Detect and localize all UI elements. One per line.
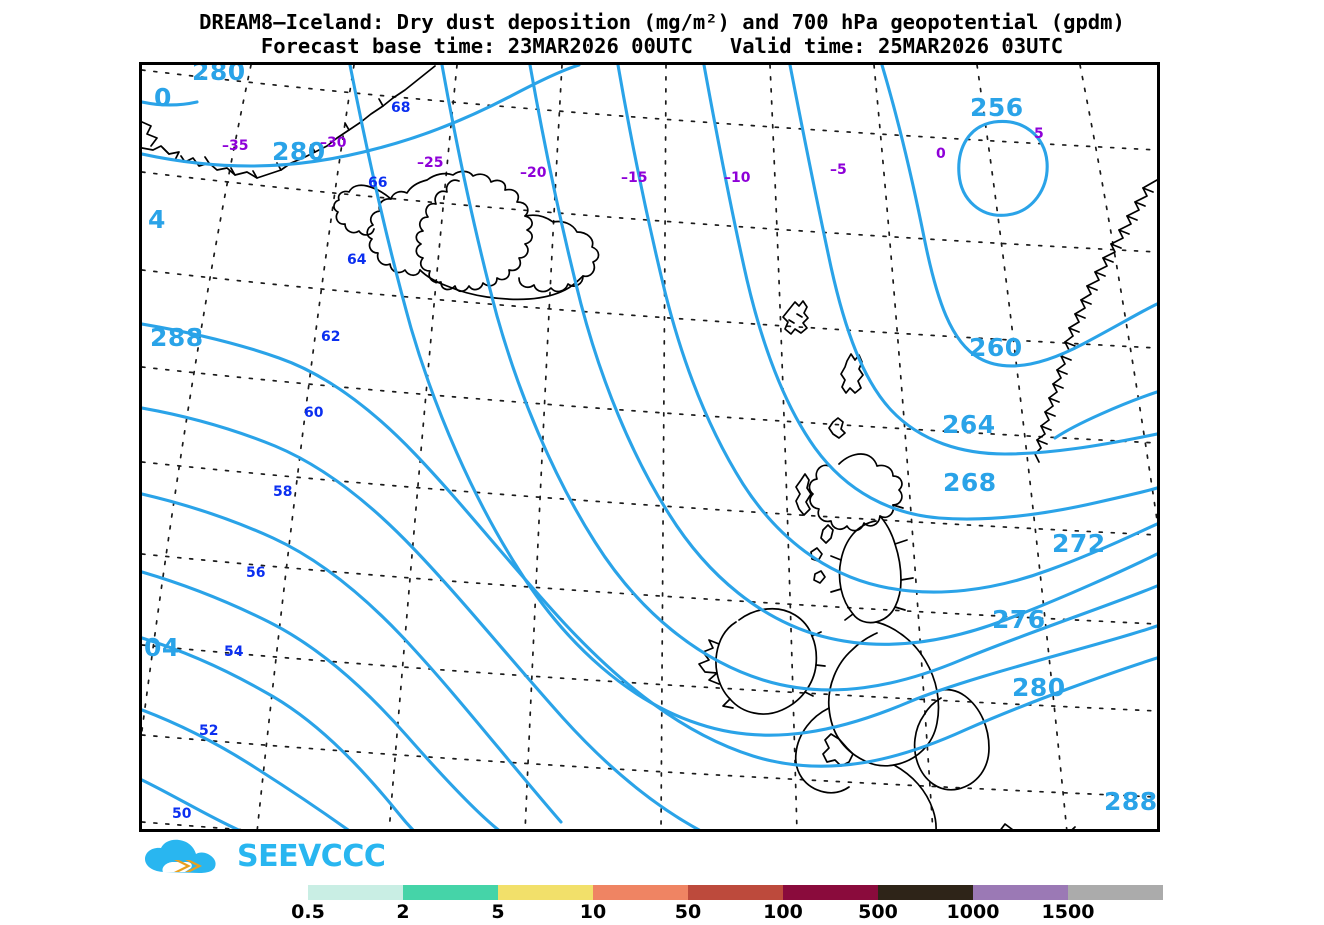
colorbar-tick: 0.5: [291, 901, 325, 923]
colorbar-tick: 2: [396, 901, 410, 923]
colorbar-tick: 100: [763, 901, 803, 923]
coast-iceland-south: [419, 269, 584, 301]
contour-300: [142, 570, 500, 829]
coast-scotland-firths: [830, 504, 914, 621]
colorbar-segment: [593, 885, 688, 900]
coast-ireland-west: [698, 639, 734, 709]
seevccc-logo[interactable]: SEEVCCC: [141, 836, 401, 880]
coast-scotland-body: [838, 515, 902, 624]
contour-276: [528, 65, 1157, 646]
coast-england-east: [913, 688, 990, 791]
colorbar-tick: 500: [858, 901, 898, 923]
colorbar-tick: 1500: [1041, 901, 1095, 923]
coast-faroe-2: [788, 313, 803, 324]
colorbar-tick-labels: 0.5 2 5 10 50 100 500 1000 1500: [213, 901, 1163, 923]
contour-284: [348, 65, 1157, 737]
coast-greenland-inner: [142, 121, 158, 147]
coast-france: [1000, 823, 1076, 829]
graticule-parallels: [142, 69, 1157, 829]
colorbar-segment: [878, 885, 973, 900]
contour-264-east: [1053, 390, 1157, 440]
colorbar-tick: 5: [491, 901, 505, 923]
coast-norway: [1034, 179, 1157, 463]
contour-292: [142, 406, 701, 829]
colorbar-tick: 1000: [946, 901, 1000, 923]
colorbar-segment: [403, 885, 498, 900]
contour-272: [616, 65, 1157, 594]
coast-scotland: [808, 453, 903, 532]
map-graphics: [142, 65, 1157, 829]
geopotential-label: 292: [1077, 830, 1131, 832]
map-plot-area[interactable]: 280 0 280 4 288 256 260 264 268 272 276 …: [139, 62, 1160, 832]
coast-iceland: [366, 170, 533, 293]
contour-304: [142, 636, 415, 829]
coast-wales: [822, 733, 854, 767]
chart-title-block: DREAM8—Iceland: Dry dust deposition (mg/…: [0, 10, 1324, 58]
geopotential-contours: [142, 65, 1157, 829]
coast-orkney: [828, 417, 846, 439]
contour-288: [142, 322, 1157, 768]
contour-256: [957, 119, 1049, 217]
colorbar-segment: [308, 885, 403, 900]
coast-england-sw: [794, 707, 850, 794]
dust-deposition-colorbar[interactable]: 0.5 2 5 10 50 100 500 1000 1500: [213, 885, 1163, 923]
contour-312: [142, 778, 241, 829]
contour-296: [142, 492, 563, 824]
logo-text: SEEVCCC: [237, 839, 386, 874]
title-line-2: Forecast base time: 23MAR2026 00UTC Vali…: [260, 34, 1064, 59]
colorbar-tick: 50: [674, 901, 702, 923]
colorbar-swatches: [213, 885, 1163, 900]
colorbar-segment: [973, 885, 1068, 900]
contour-284-north: [142, 100, 199, 107]
coast-skye: [820, 524, 834, 544]
colorbar-segment: [1068, 885, 1163, 900]
contour-268: [702, 65, 1157, 521]
coast-norway-fjords: [1036, 187, 1154, 445]
contour-260: [880, 65, 1157, 368]
colorbar-segment: [498, 885, 593, 900]
colorbar-tick: 10: [579, 901, 607, 923]
graticule-meridians: [142, 65, 1157, 829]
contour-264: [788, 65, 1157, 456]
contour-280-north: [142, 65, 581, 168]
coast-hebrides: [795, 473, 812, 516]
title-line-1: DREAM8—Iceland: Dry dust deposition (mg/…: [199, 10, 1125, 34]
coastlines: [142, 65, 1157, 829]
coast-ireland: [715, 607, 818, 715]
coast-iceland-nw-peninsula: [333, 184, 392, 236]
contour-308: [142, 708, 350, 829]
contour-280: [440, 65, 1157, 692]
colorbar-segment: [213, 885, 308, 900]
coast-england-channel: [893, 764, 937, 829]
colorbar-segment: [783, 885, 878, 900]
coast-islay: [813, 570, 826, 584]
coast-iceland-east: [518, 214, 600, 293]
cloud-arrow-icon: [145, 839, 216, 873]
coast-faroe: [782, 300, 809, 335]
colorbar-segment: [688, 885, 783, 900]
